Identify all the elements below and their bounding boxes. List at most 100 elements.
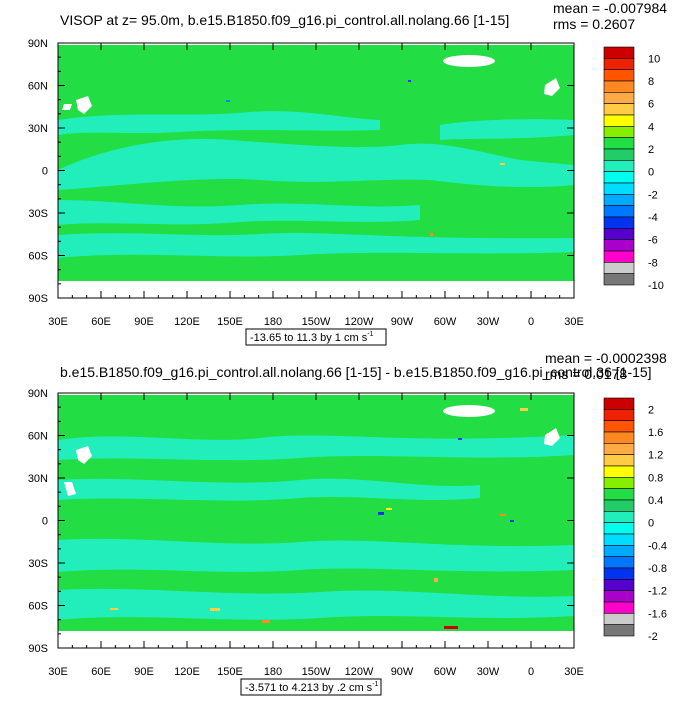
- x-tick-label: 30W: [477, 316, 500, 328]
- rms-stat: rms = 0.0178: [545, 366, 627, 382]
- colorbar-box: [603, 171, 635, 184]
- y-tick-label: 90S: [28, 293, 48, 305]
- colorbar-box: [603, 216, 635, 229]
- rms-stat: rms = 0.2607: [553, 16, 635, 32]
- y-tick-label: 60N: [28, 431, 48, 443]
- colorbar-box: [603, 613, 635, 625]
- x-tick-label: 120E: [174, 316, 200, 328]
- colorbar-box: [603, 228, 635, 240]
- x-tick-label: 150W: [302, 666, 331, 678]
- colorbar-box: [603, 567, 635, 580]
- colorbar: 10 8 6 4 2 0 -2 -4 -6 -8 -10: [603, 46, 664, 292]
- colorbar-box: [603, 148, 635, 161]
- colorbar-label: -1.6: [648, 608, 667, 620]
- range-label: -13.65 to 11.3 by 1 cm s-1: [250, 331, 374, 344]
- range-label-box: -13.65 to 11.3 by 1 cm s-1: [245, 328, 387, 346]
- x-tick-label: 90W: [391, 666, 414, 678]
- colorbar-label: -10: [648, 280, 664, 292]
- colorbar-box: [603, 103, 635, 116]
- y-tick-label: 60S: [28, 601, 48, 613]
- y-tick-label: 30N: [28, 473, 48, 485]
- y-tick-label: 0: [42, 166, 48, 178]
- colorbar-box: [603, 556, 635, 569]
- y-tick-label: 90N: [28, 38, 48, 50]
- colorbar-label: -8: [648, 257, 658, 269]
- colorbar-box: [603, 590, 635, 603]
- colorbar-label: 1.2: [648, 450, 663, 462]
- colorbar-box: [603, 92, 635, 104]
- axis-ticks: 30E 60E 90E 120E 150E 180 150W 120W 90W 60W 30W 0 30…: [28, 388, 584, 678]
- colorbar-box: [603, 443, 635, 455]
- colorbar-box: [603, 488, 635, 501]
- colorbar-label: -0.4: [648, 540, 667, 552]
- colorbar-box: [603, 420, 635, 433]
- colorbar-label: -2: [648, 189, 658, 201]
- panel-top: VISOP at z= 95.0m, b.e15.B1850.f09_g16.p…: [28, 0, 667, 346]
- colorbar-label: 10: [648, 53, 660, 65]
- colorbar-box: [603, 194, 635, 206]
- colorbar-box: [603, 46, 635, 59]
- colorbar-box: [603, 182, 635, 195]
- colorbar-label: -1.2: [648, 586, 667, 598]
- y-tick-label: 30S: [28, 208, 48, 220]
- colorbar-box: [603, 160, 635, 172]
- y-tick-label: 30S: [28, 558, 48, 570]
- colorbar-box: [603, 579, 635, 591]
- colorbar: 2 1.6 1.2 0.8 0.4 0 -0.4 -0.8 -1.2 -1.6 -2: [603, 397, 667, 643]
- colorbar-label: 4: [648, 121, 654, 133]
- colorbar-box: [603, 545, 635, 557]
- y-tick-label: 90N: [28, 388, 48, 400]
- colorbar-label: -6: [648, 235, 658, 247]
- y-tick-label: 30N: [28, 123, 48, 135]
- panel-bottom: b.e15.B1850.f09_g16.pi_control.all.nolan…: [28, 350, 667, 696]
- range-label-box: -3.571 to 4.213 by .2 cm s-1: [240, 678, 382, 696]
- x-tick-label: 180: [264, 666, 282, 678]
- map-field: [58, 393, 574, 648]
- x-tick-label: 30E: [564, 316, 584, 328]
- mean-stat: mean = -0.007984: [553, 0, 667, 16]
- x-tick-label: 120E: [174, 666, 200, 678]
- colorbar-box: [603, 58, 635, 70]
- colorbar-label: 0: [648, 167, 654, 179]
- colorbar-label: -2: [648, 631, 658, 643]
- colorbar-box: [603, 601, 635, 614]
- colorbar-box: [603, 624, 635, 637]
- colorbar-label: -4: [648, 212, 658, 224]
- panel-title: b.e15.B1850.f09_g16.pi_control.all.nolan…: [60, 364, 652, 380]
- colorbar-label: 0.4: [648, 495, 663, 507]
- colorbar-label: 8: [648, 76, 654, 88]
- colorbar-box: [603, 80, 635, 93]
- x-tick-label: 90E: [134, 666, 154, 678]
- y-tick-label: 60N: [28, 81, 48, 93]
- x-tick-label: 0: [528, 666, 534, 678]
- x-tick-label: 150W: [302, 316, 331, 328]
- colorbar-box: [603, 522, 635, 535]
- colorbar-label: -0.8: [648, 563, 667, 575]
- colorbar-box: [603, 499, 635, 512]
- colorbar-box: [603, 397, 635, 410]
- colorbar-box: [603, 262, 635, 274]
- x-tick-label: 150E: [217, 666, 243, 678]
- y-tick-label: 60S: [28, 251, 48, 263]
- y-tick-label: 90S: [28, 643, 48, 655]
- colorbar-label: 0: [648, 518, 654, 530]
- colorbar-box: [603, 205, 635, 218]
- x-tick-label: 60W: [434, 316, 457, 328]
- colorbar-box: [603, 409, 635, 421]
- colorbar-box: [603, 533, 635, 546]
- colorbar-box: [603, 137, 635, 150]
- range-label: -3.571 to 4.213 by .2 cm s-1: [245, 681, 379, 694]
- colorbar-box: [603, 239, 635, 252]
- map-field: [58, 43, 574, 298]
- colorbar-label: 1.6: [648, 427, 663, 439]
- x-tick-label: 60E: [91, 316, 111, 328]
- x-tick-label: 150E: [217, 316, 243, 328]
- x-tick-label: 30E: [564, 666, 584, 678]
- colorbar-box: [603, 454, 635, 467]
- colorbar-label: 2: [648, 144, 654, 156]
- x-tick-label: 60W: [434, 666, 457, 678]
- colorbar-box: [603, 126, 635, 138]
- colorbar-label: 6: [648, 99, 654, 111]
- axis-ticks: 30E 60E 90E 120E 150E 180 150W 120W 90W 60W 30W 0 30…: [28, 38, 584, 328]
